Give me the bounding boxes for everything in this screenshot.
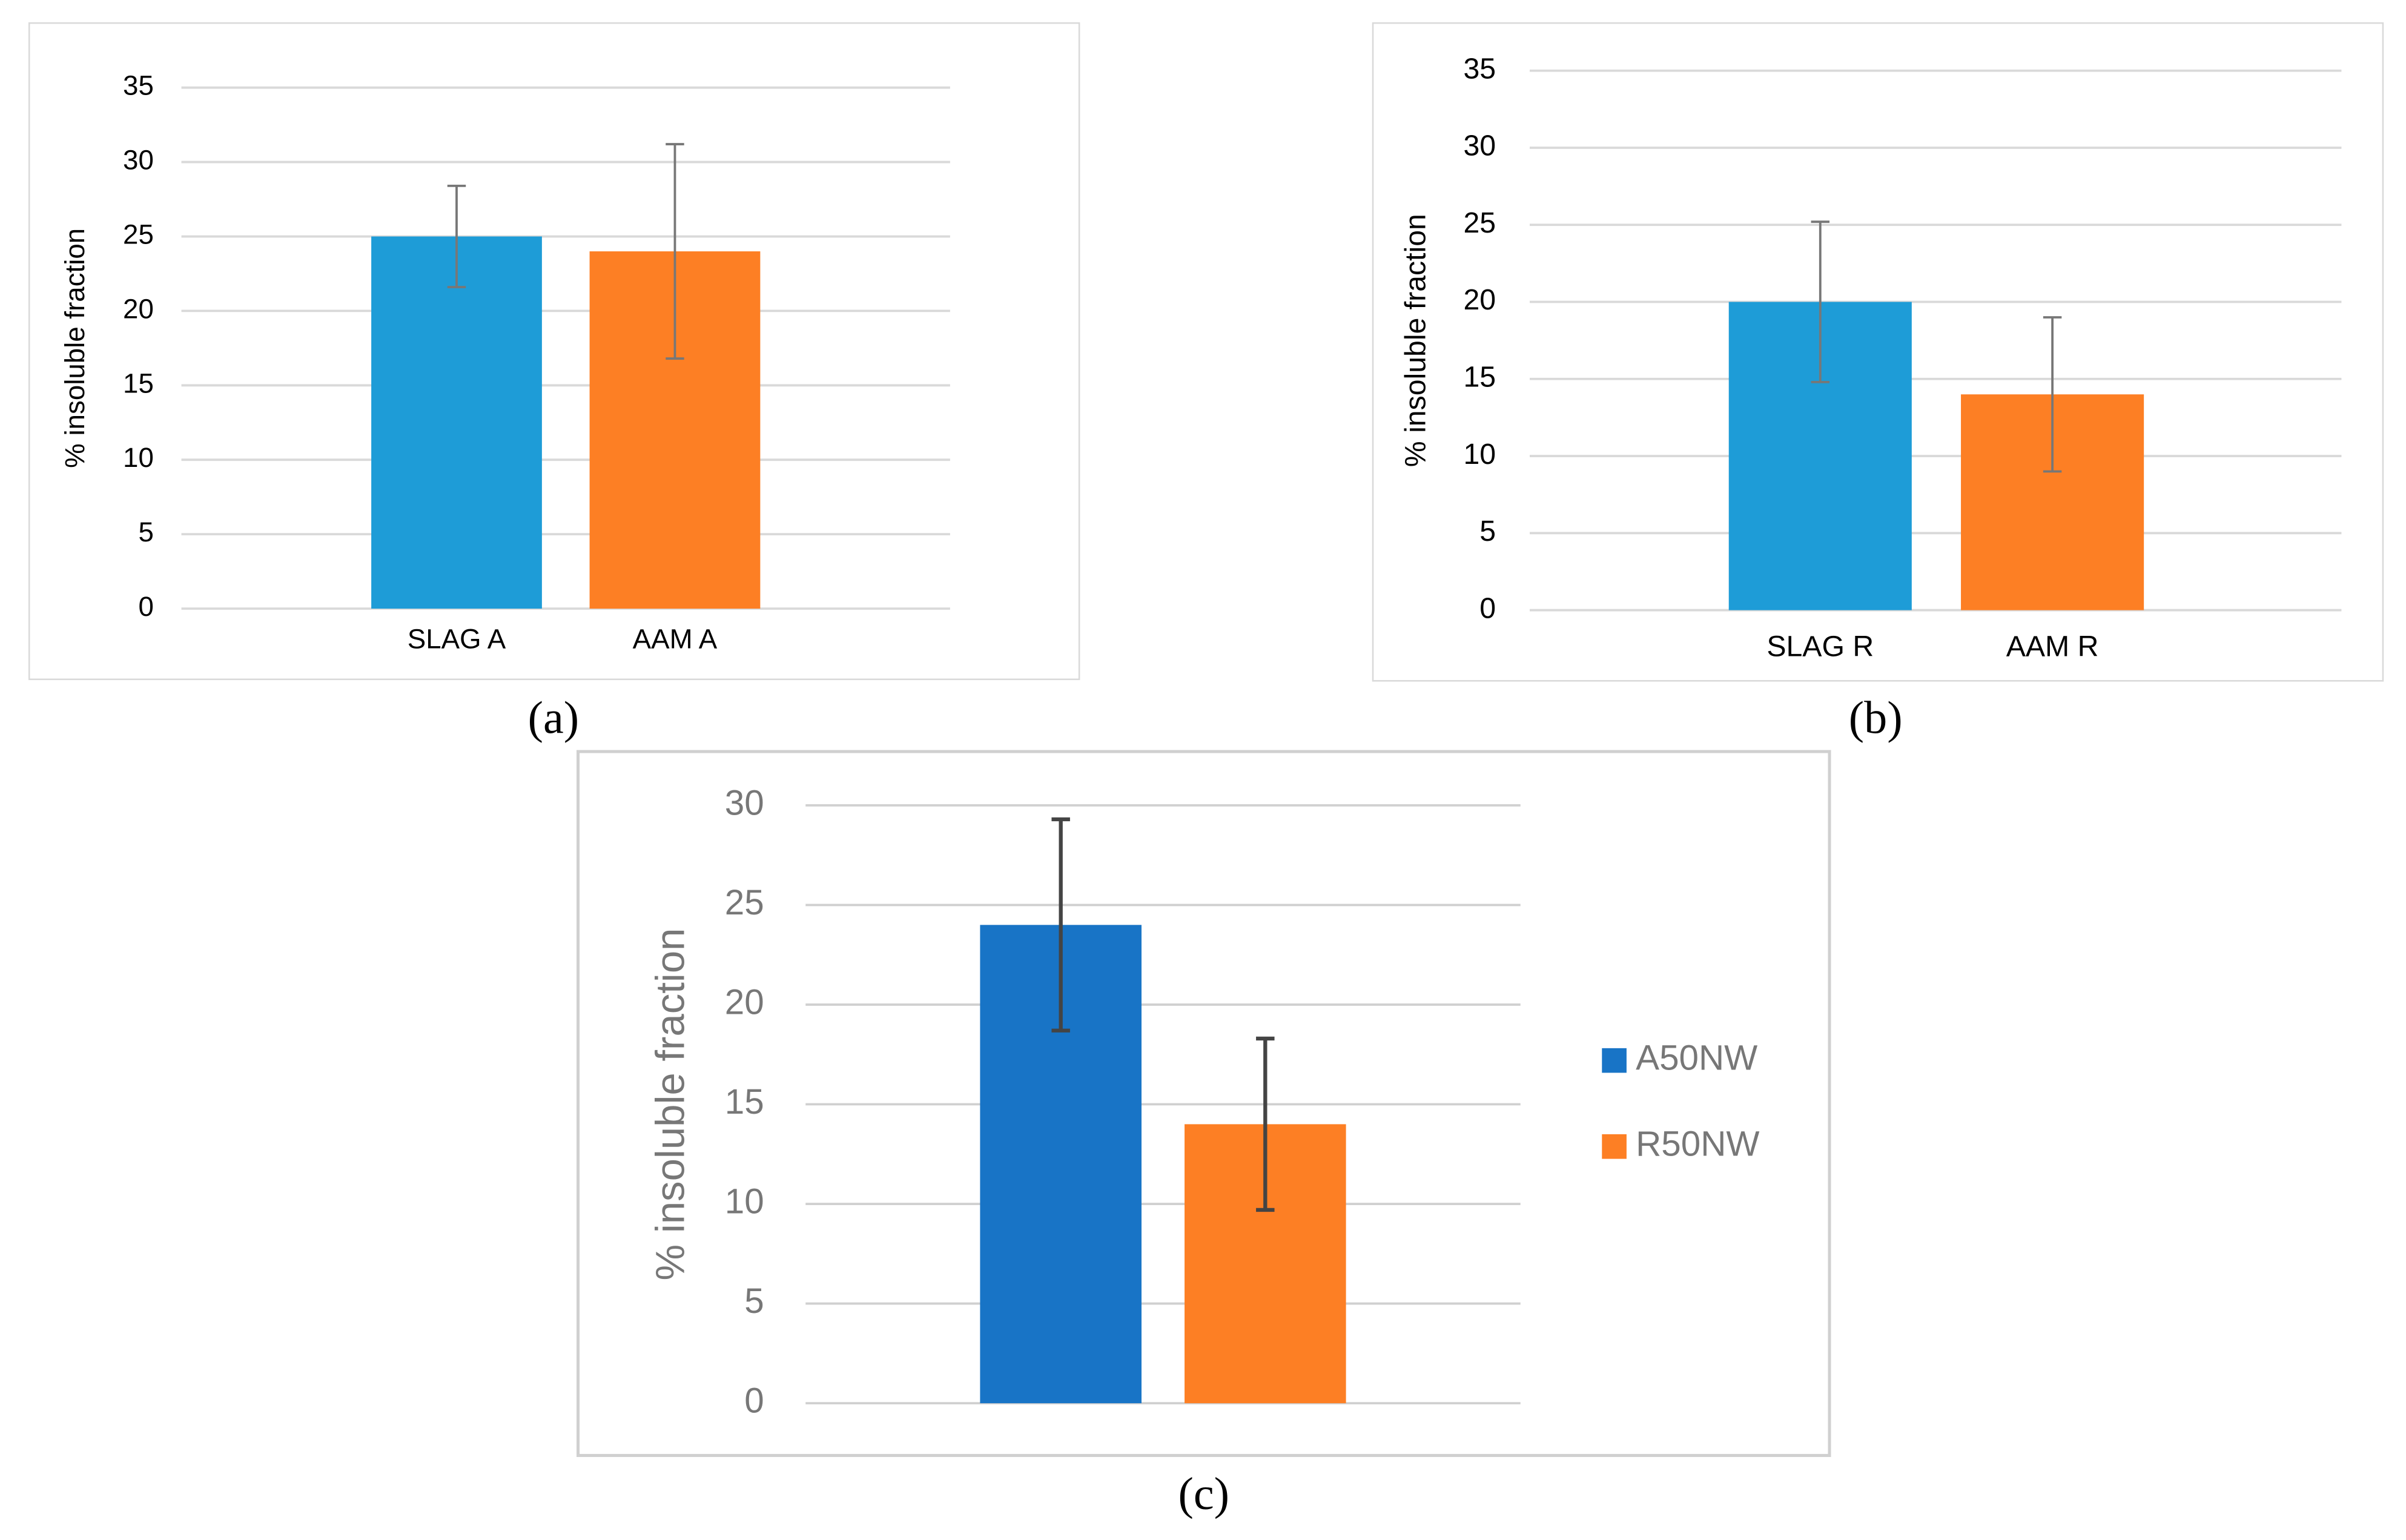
- y-tick-label: 5: [744, 1281, 764, 1321]
- y-tick-label: 15: [123, 368, 154, 398]
- y-tick-label: 0: [744, 1381, 764, 1421]
- legend-label: A50NW: [1636, 1039, 1757, 1078]
- y-tick-label: 15: [725, 1082, 764, 1122]
- x-tick-label: AAM R: [2006, 630, 2099, 663]
- panel-frame: [28, 22, 1080, 681]
- y-tick-label: 25: [725, 883, 764, 922]
- y-tick-label: 35: [1463, 52, 1496, 85]
- y-tick-label: 20: [1463, 283, 1496, 316]
- y-tick-label: 30: [1463, 130, 1496, 162]
- x-tick-label: SLAG A: [408, 623, 506, 654]
- legend-label: R50NW: [1636, 1125, 1759, 1164]
- y-tick-label: 15: [1463, 361, 1496, 394]
- y-tick-label: 10: [123, 442, 154, 473]
- y-tick-label: 20: [725, 982, 764, 1022]
- y-tick-label: 25: [1463, 207, 1496, 239]
- panel-caption: (b): [1849, 692, 1903, 743]
- y-axis-label: % insoluble fraction: [648, 928, 693, 1281]
- y-tick-label: 5: [1479, 515, 1496, 547]
- panel-caption: (a): [528, 692, 580, 743]
- y-tick-label: 0: [1479, 592, 1496, 624]
- y-tick-label: 30: [725, 783, 764, 822]
- legend-swatch: [1602, 1048, 1627, 1073]
- y-tick-label: 30: [123, 145, 154, 176]
- y-tick-label: 25: [123, 219, 154, 250]
- y-tick-label: 20: [123, 293, 154, 324]
- y-tick-label: 5: [138, 517, 153, 547]
- legend-swatch: [1602, 1134, 1627, 1159]
- y-axis-label: % insoluble fraction: [59, 228, 90, 468]
- y-tick-label: 0: [138, 591, 153, 622]
- y-tick-label: 35: [123, 70, 154, 101]
- x-tick-label: SLAG R: [1766, 630, 1874, 663]
- x-tick-label: AAM A: [633, 623, 718, 654]
- bar: [371, 236, 542, 609]
- y-tick-label: 10: [1463, 438, 1496, 471]
- y-tick-label: 10: [725, 1181, 764, 1221]
- y-axis-label: % insoluble fraction: [1399, 214, 1432, 467]
- panel-caption: (c): [1178, 1469, 1230, 1519]
